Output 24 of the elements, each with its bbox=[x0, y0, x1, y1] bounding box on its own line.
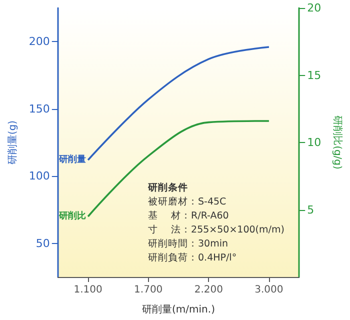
series-label: 研削比 bbox=[58, 210, 86, 222]
y-axis-title: 研削量(g) bbox=[6, 120, 18, 165]
annotation: 被研磨材：S-45C bbox=[148, 196, 227, 208]
annotation: 寸 法：255×50×100(m/m) bbox=[148, 224, 284, 236]
annotation: 基 材：R/R-A60 bbox=[148, 210, 229, 222]
y2-axis-title: 研削比(g/g) bbox=[332, 116, 344, 170]
y2-tick-label: 15 bbox=[307, 68, 322, 82]
x-tick-label: 1.700 bbox=[134, 284, 163, 296]
y-tick-label: 100 bbox=[28, 170, 50, 183]
y-tick-label: 150 bbox=[28, 102, 50, 116]
y2-tick-label: 5 bbox=[307, 203, 314, 216]
y2-tick-label: 10 bbox=[307, 136, 322, 149]
y2-tick-label: 20 bbox=[307, 2, 322, 14]
series-label: 研削量 bbox=[58, 154, 86, 165]
y-tick-label: 200 bbox=[28, 35, 50, 48]
x-axis-title: 研削量(m/min.) bbox=[142, 304, 216, 316]
x-tick-label: 3.000 bbox=[254, 284, 284, 296]
x-tick-label: 2.200 bbox=[194, 284, 223, 296]
annotation: 研削条件 bbox=[147, 182, 188, 194]
annotation: 研削負荷：0.4HP/l° bbox=[148, 252, 237, 264]
x-tick-label: 1.100 bbox=[74, 284, 102, 296]
y-tick-label: 50 bbox=[36, 236, 50, 250]
line-series bbox=[87, 46, 270, 161]
annotation: 研削時間：30min bbox=[148, 238, 228, 250]
